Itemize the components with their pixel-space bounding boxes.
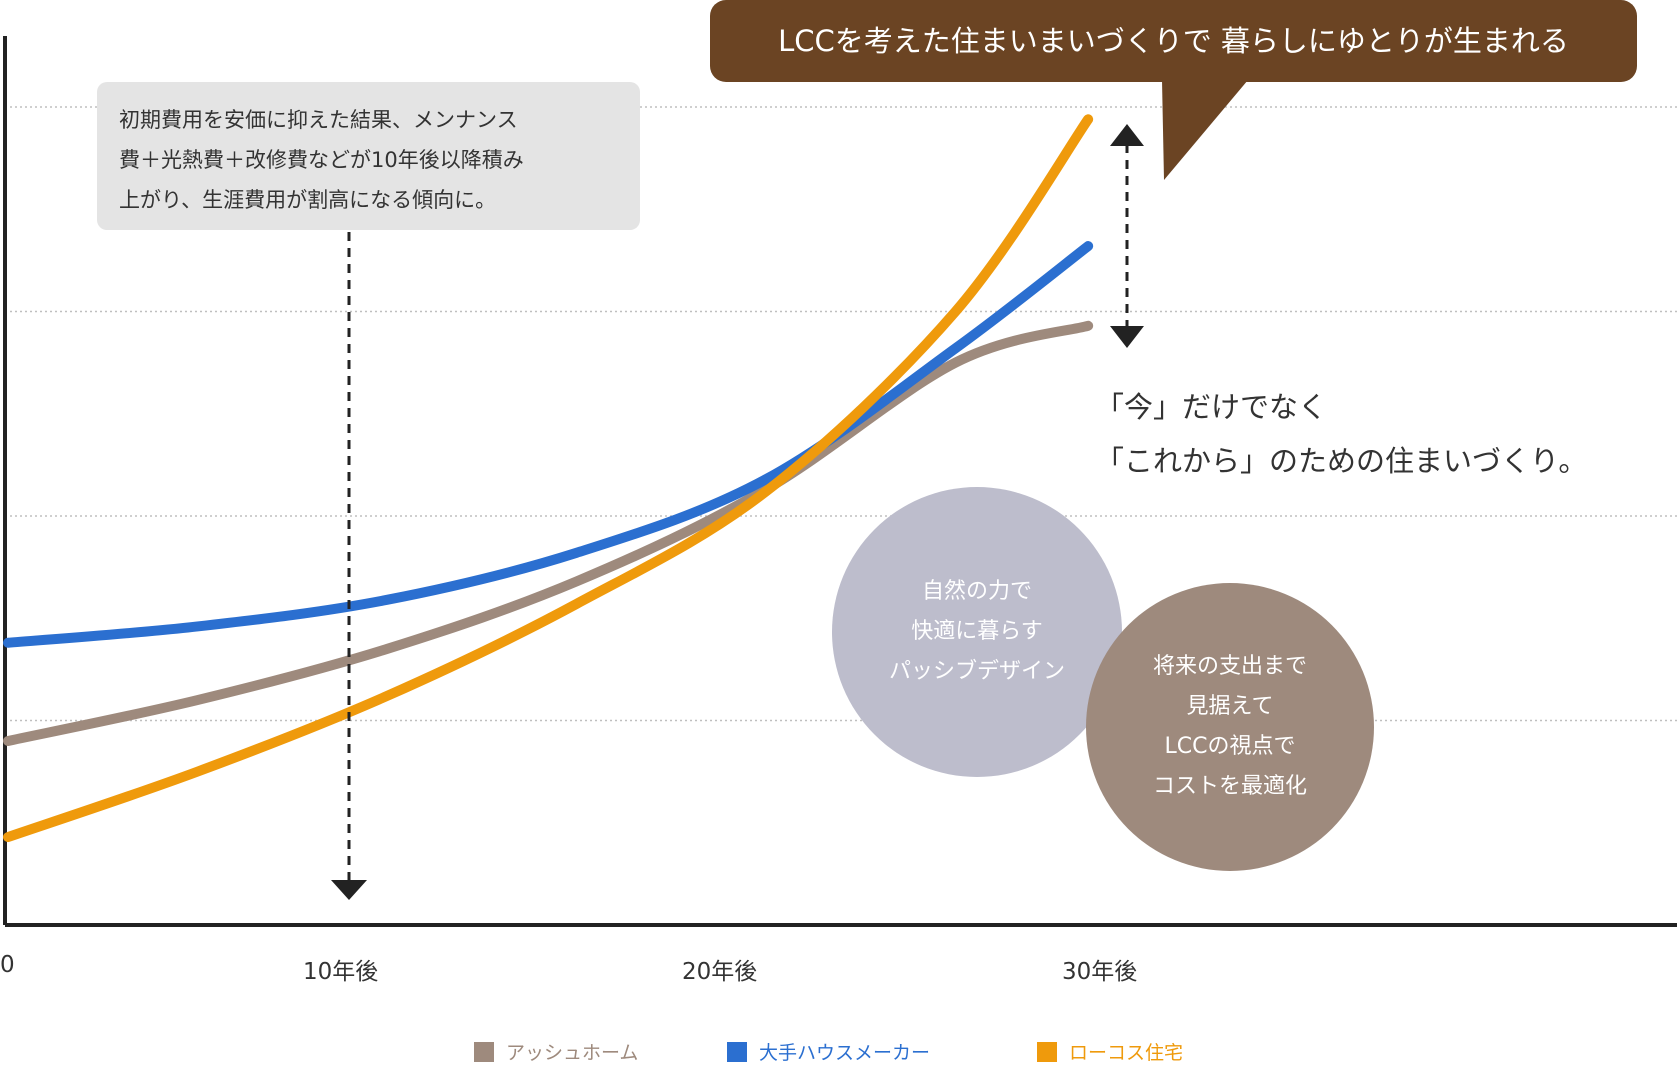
legend-swatch — [727, 1041, 747, 1062]
series-line-2 — [3, 114, 1094, 843]
tagline-line: 「これから」のための住まいづくり。 — [1095, 444, 1588, 478]
circle-text: 将来の支出まで — [1152, 654, 1307, 679]
note-line: 上がり、生涯費用が割高になる傾向に。 — [119, 188, 497, 212]
x-tick-10: 10年後 — [303, 959, 379, 985]
x-tick-20: 20年後 — [682, 959, 758, 985]
legend-label: アッシュホーム — [506, 1042, 639, 1064]
gridlines — [5, 106, 1677, 722]
circle-text: LCCの視点で — [1164, 734, 1296, 759]
tagline: 「今」だけでなく 「これから」のための住まいづくり。 — [1095, 380, 1587, 488]
initial-cost-note: 初期費用を安価に抑えた結果、メンナンス 費＋光熱費＋改修費などが10年後以降積み… — [97, 82, 640, 230]
legend-label: 大手ハウスメーカー — [759, 1042, 931, 1064]
lcc-callout: LCCを考えた住まいまいづくりで 暮らしにゆとりが生まれる — [710, 0, 1637, 82]
x-tick-0: 0 — [0, 952, 15, 978]
legend-swatch — [1037, 1041, 1057, 1062]
difference-arrow-head-up — [1110, 124, 1144, 146]
legend-item-low-cost: ローコス住宅 — [1037, 1038, 1183, 1065]
circle-text: 見据えて — [1186, 694, 1274, 719]
series-layer — [3, 114, 1094, 843]
circle-text: 快適に暮らす — [911, 619, 1043, 644]
legend-item-major-builder: 大手ハウスメーカー — [727, 1038, 930, 1065]
x-tick-30: 30年後 — [1062, 959, 1138, 985]
legend-swatch — [474, 1041, 494, 1062]
circle-text: 自然の力で — [921, 579, 1032, 604]
circle-text: パッシブデザイン — [888, 659, 1065, 684]
note-line: 初期費用を安価に抑えた結果、メンナンス — [119, 108, 518, 132]
series-line-0 — [3, 320, 1094, 746]
passive-design-circle: 自然の力で 快適に暮らす パッシブデザイン — [832, 487, 1122, 777]
series-line-1 — [3, 241, 1094, 648]
ten-year-arrow-head — [331, 880, 367, 900]
lcc-optimization-circle: 将来の支出まで 見据えて LCCの視点で コストを最適化 — [1086, 583, 1374, 871]
legend-label: ローコス住宅 — [1069, 1042, 1184, 1064]
circle-text: コストを最適化 — [1152, 774, 1307, 799]
tagline-line: 「今」だけでなく — [1095, 390, 1328, 424]
note-line: 費＋光熱費＋改修費などが10年後以降積み — [119, 148, 524, 172]
legend-item-ash-home: アッシュホーム — [474, 1038, 638, 1065]
difference-arrow-head-down — [1110, 326, 1144, 348]
callout-tail — [1162, 80, 1248, 180]
